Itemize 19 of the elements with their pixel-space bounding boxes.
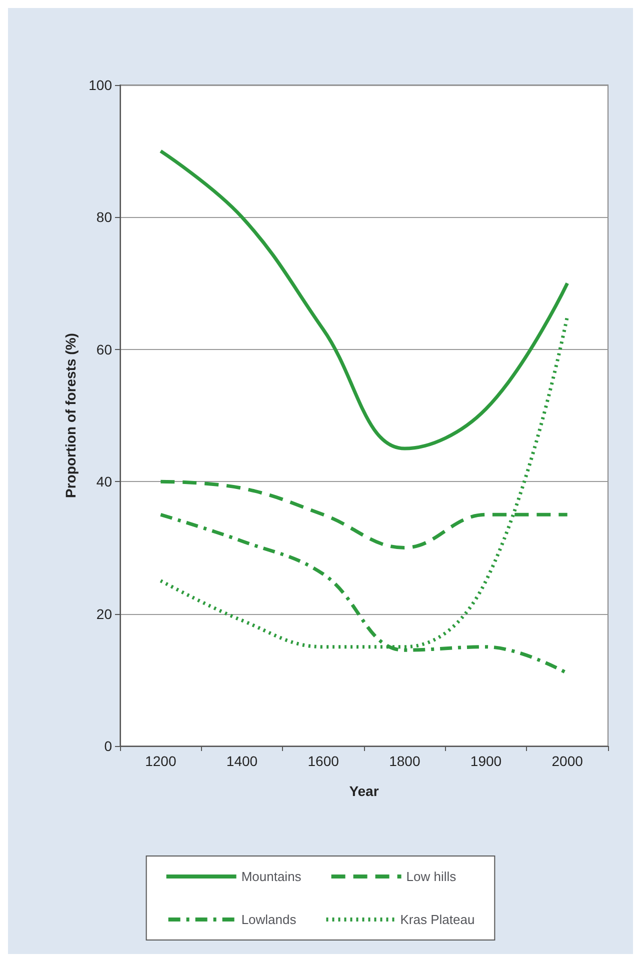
x-tick-label: 2000 — [552, 753, 584, 769]
legend-label: Mountains — [241, 869, 302, 884]
y-tick-label: 40 — [96, 474, 112, 490]
line-series — [158, 149, 570, 450]
legend-label: Lowlands — [241, 912, 297, 927]
y-axis-title: Proportion of forests (%) — [62, 333, 79, 498]
y-tick-label: 0 — [104, 738, 112, 754]
x-tick-label: 1600 — [308, 753, 340, 769]
x-tick-label: 1800 — [389, 753, 420, 769]
x-tick-label: 1400 — [226, 753, 258, 769]
legend-label: Kras Plateau — [400, 912, 475, 927]
legend-label: Low hills — [406, 869, 457, 884]
y-tick-label: 100 — [88, 77, 112, 93]
x-tick-label: 1900 — [470, 753, 502, 769]
x-tick-label: 1200 — [145, 753, 176, 769]
y-tick-label: 20 — [96, 606, 112, 622]
y-tick-label: 80 — [96, 209, 112, 226]
y-tick-label: 60 — [96, 341, 112, 358]
x-axis-title: Year — [349, 783, 380, 799]
